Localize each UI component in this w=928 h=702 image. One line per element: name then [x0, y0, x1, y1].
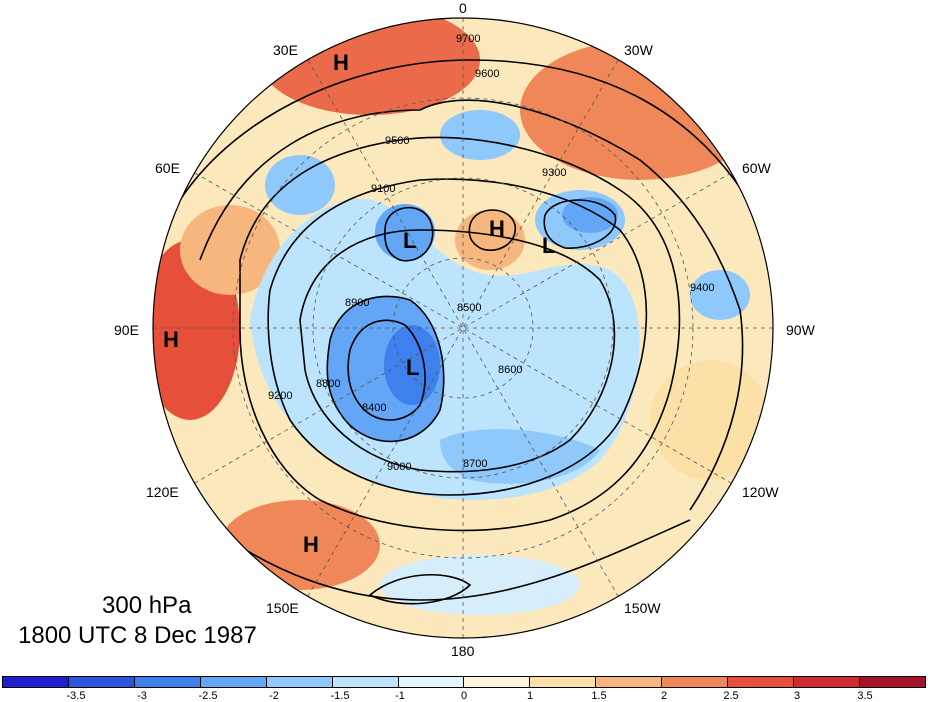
longitude-label: 180	[451, 643, 475, 659]
colorbar-tick-label: 3	[793, 690, 801, 702]
colorbar-tick-label: 1.5	[591, 690, 607, 702]
colorbar-segment	[3, 677, 69, 687]
colorbar-tick-label: -3.5	[66, 690, 86, 702]
longitude-label: 90E	[114, 322, 139, 338]
colorbar-segment	[266, 677, 333, 687]
longitude-label: 120W	[742, 484, 779, 500]
contour-label: 8400	[362, 402, 387, 414]
colorbar-segment	[68, 677, 135, 687]
contour-label: 9200	[268, 390, 293, 402]
colorbar-tick-label: -1	[395, 690, 405, 702]
low-pressure-label: L	[403, 228, 417, 253]
contour-label: 9000	[387, 461, 412, 473]
colorbar-tick-label: 2	[660, 690, 668, 702]
colorbar-tick-label: -2	[269, 690, 279, 702]
colorbar-tick-label: 2.5	[723, 690, 739, 702]
colorbar-segment	[332, 677, 399, 687]
colorbar-segment	[464, 677, 531, 687]
contour-label: 9600	[475, 68, 500, 80]
high-pressure-label: H	[163, 327, 179, 352]
valid-time-title: 1800 UTC 8 Dec 1987	[18, 622, 257, 649]
colorbar-labels: -3.5 -3 -2.5 -2 -1.5 -1 0 1 1.5 2 2.5 3 …	[0, 690, 928, 702]
longitude-label: 0	[459, 0, 467, 16]
longitude-label: 150E	[266, 600, 299, 616]
contour-label: 9500	[385, 135, 410, 147]
high-pressure-label: H	[303, 532, 319, 557]
contour-label: 9100	[371, 183, 396, 195]
colorbar-tick-label: -3	[137, 690, 147, 702]
low-pressure-label: L	[406, 355, 420, 380]
colorbar-segment	[200, 677, 267, 687]
contour-label: 9300	[542, 167, 567, 179]
colorbar	[2, 676, 926, 688]
longitude-label: 150W	[624, 600, 661, 616]
colorbar-segment	[662, 677, 729, 687]
colorbar-segment	[728, 677, 795, 687]
contour-label: 9400	[690, 282, 715, 294]
contour-label: 8900	[345, 297, 370, 309]
pressure-level-title: 300 hPa	[102, 592, 192, 619]
high-pressure-label: H	[489, 216, 505, 241]
colorbar-tick-label: -2.5	[198, 690, 218, 702]
colorbar-segment	[530, 677, 597, 687]
longitude-label: 120E	[146, 484, 179, 500]
longitude-label: 90W	[786, 322, 815, 338]
colorbar-segment	[398, 677, 465, 687]
high-pressure-label: H	[333, 50, 349, 75]
contour-label: 8500	[457, 302, 482, 314]
colorbar-tick-label: 1	[526, 690, 534, 702]
longitude-label: 60E	[155, 160, 180, 176]
colorbar-tick-label: -1.5	[330, 690, 350, 702]
longitude-label: 30W	[624, 42, 653, 58]
contour-label: 9700	[456, 33, 481, 45]
colorbar-segment	[134, 677, 201, 687]
colorbar-segment	[859, 677, 925, 687]
contour-label: 8700	[463, 458, 488, 470]
low-pressure-label: L	[542, 233, 556, 258]
contour-label: 8600	[498, 364, 523, 376]
colorbar-tick-label: 3.5	[857, 690, 873, 702]
contour-label: 8800	[316, 378, 341, 390]
colorbar-segment	[794, 677, 860, 687]
colorbar-segment	[596, 677, 663, 687]
colorbar-tick-label: 0	[460, 690, 468, 702]
longitude-label: 60W	[742, 160, 771, 176]
longitude-label: 30E	[273, 42, 298, 58]
polar-map	[152, 17, 774, 639]
